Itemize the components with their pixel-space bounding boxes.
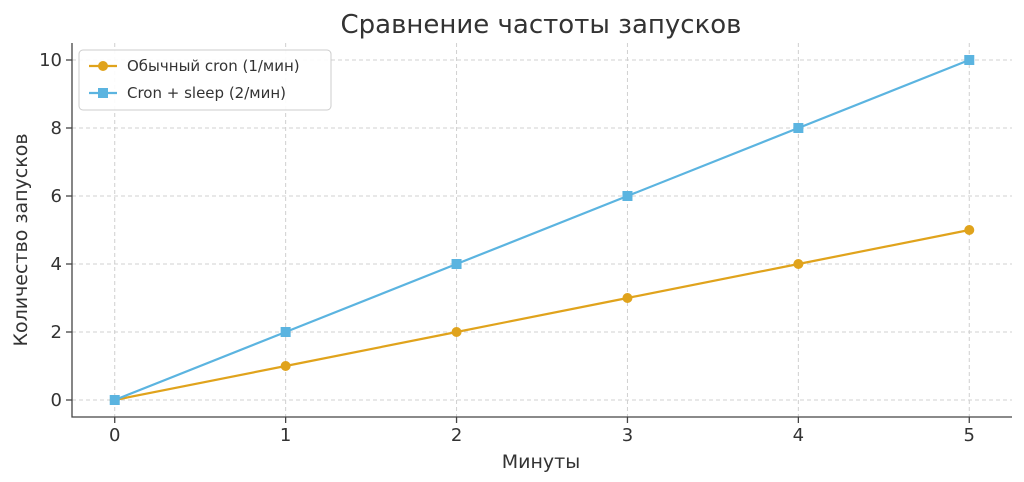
x-tick-label: 0 (109, 425, 120, 446)
legend-label: Cron + sleep (2/мин) (127, 84, 286, 102)
chart-title: Сравнение частоты запусков (340, 10, 741, 40)
series-layer (109, 55, 975, 405)
series-line-0 (114, 228, 970, 402)
data-point-square (793, 123, 804, 133)
data-point-circle (964, 225, 975, 235)
data-point-square (964, 55, 975, 65)
y-tick-label: 8 (51, 118, 62, 139)
x-tick-label: 5 (964, 425, 975, 446)
y-tick-label: 0 (51, 390, 62, 411)
y-tick-label: 4 (51, 254, 62, 275)
data-point-circle (622, 293, 633, 303)
y-tick-label: 10 (39, 50, 62, 71)
x-tick-label: 1 (280, 425, 291, 446)
y-tick-label: 2 (51, 322, 62, 343)
data-point-square (109, 395, 120, 405)
axes: 0 1 2 3 4 5 0 2 4 6 8 10 (39, 43, 1012, 446)
x-axis-label: Минуты (502, 451, 580, 473)
x-tick-label: 4 (793, 425, 804, 446)
legend-label: Обычный cron (1/мин) (127, 57, 300, 75)
y-tick-label: 6 (51, 186, 62, 207)
x-tick-label: 2 (451, 425, 462, 446)
axis-spines (71, 43, 1012, 418)
data-point-circle (280, 361, 291, 371)
data-point-square (280, 327, 291, 337)
legend-marker-square (98, 88, 108, 98)
legend-marker-circle (98, 61, 108, 71)
series-line-1 (114, 58, 970, 402)
legend-box (78, 49, 332, 111)
x-tick-label: 3 (622, 425, 633, 446)
y-axis-label: Количество запусков (10, 133, 32, 346)
data-point-square (451, 259, 462, 269)
data-point-circle (793, 259, 804, 269)
legend: Обычный cron (1/мин) Cron + sleep (2/мин) (78, 49, 332, 111)
data-point-circle (451, 327, 462, 337)
data-point-square (622, 191, 633, 201)
